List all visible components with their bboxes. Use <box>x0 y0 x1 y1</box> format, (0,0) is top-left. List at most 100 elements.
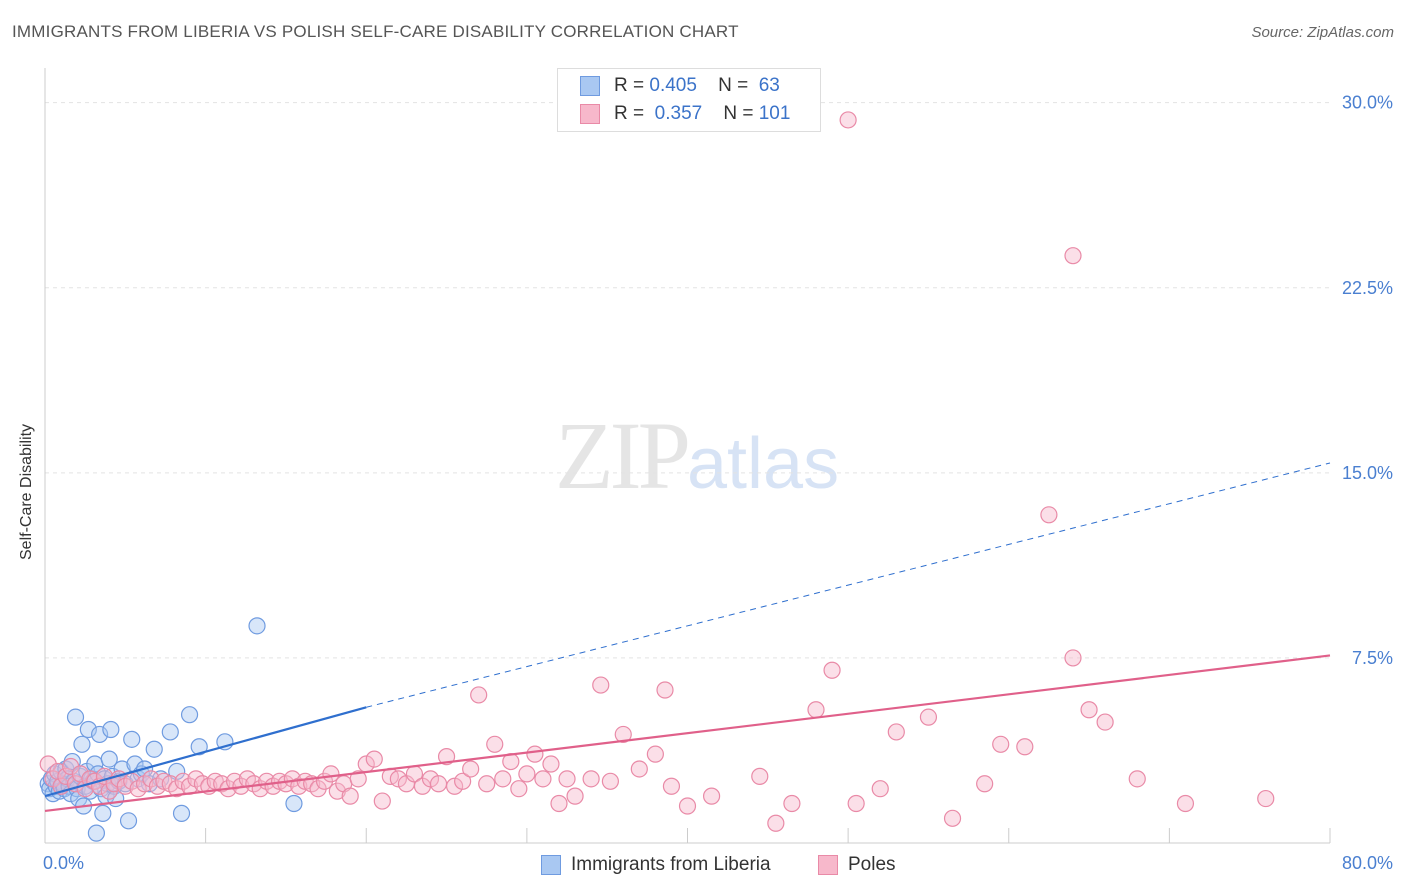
poles-point <box>871 780 889 798</box>
poles-point <box>349 770 367 788</box>
bottom-legend-swatch-liberia <box>541 855 561 875</box>
liberia-point <box>190 738 208 756</box>
liberia-point <box>100 750 118 768</box>
legend-swatch-liberia <box>580 76 600 96</box>
poles-point <box>437 748 456 766</box>
watermark-atlas: atlas <box>687 424 840 504</box>
poles-point <box>1040 506 1058 524</box>
poles-point <box>1257 789 1275 808</box>
poles-point <box>486 735 504 753</box>
legend-n-value: 101 <box>758 103 791 124</box>
poles-point <box>1080 701 1098 719</box>
poles-point <box>807 701 825 719</box>
liberia-trendline-extension <box>366 462 1331 708</box>
x-tick-label: 80.0% <box>1342 853 1393 873</box>
liberia-point <box>94 804 112 822</box>
bottom-legend-label-poles: Poles <box>848 854 896 875</box>
legend-row-liberia: R = 0.405 N = 63 <box>580 73 780 99</box>
liberia-point <box>119 812 138 830</box>
poles-point <box>992 735 1010 753</box>
poles-point <box>494 770 512 788</box>
source-label: Source: ZipAtlas.com <box>1251 24 1394 41</box>
poles-point <box>656 681 674 699</box>
liberia-point <box>285 794 303 813</box>
poles-point <box>1176 794 1195 813</box>
liberia-point <box>73 735 91 753</box>
poles-point <box>678 797 697 815</box>
poles-point <box>702 787 721 805</box>
legend-r-label: R = <box>614 103 645 124</box>
poles-point <box>558 770 576 788</box>
poles-point <box>1064 649 1082 667</box>
poles-point <box>542 755 560 773</box>
poles-point <box>751 767 769 785</box>
poles-point <box>1064 247 1082 265</box>
poles-trendline <box>44 654 1331 813</box>
poles-point <box>823 661 841 679</box>
liberia-point <box>248 617 266 635</box>
bottom-legend-swatch-poles <box>818 855 838 875</box>
poles-point <box>767 814 785 832</box>
poles-point <box>373 792 391 810</box>
poles-point <box>943 809 962 827</box>
poles-point <box>614 725 632 744</box>
liberia-point <box>180 706 199 724</box>
legend-row-poles: R = 0.357 N = 101 <box>580 101 790 127</box>
y-tick-label: 22.5% <box>1342 278 1393 298</box>
poles-point <box>454 772 472 790</box>
poles-point <box>478 775 496 793</box>
poles-point <box>592 676 610 694</box>
y-tick-label: 7.5% <box>1352 648 1393 668</box>
bottom-legend-label-liberia: Immigrants from Liberia <box>571 854 771 875</box>
watermark: ZIPatlas <box>555 400 839 511</box>
poles-point <box>582 770 600 788</box>
liberia-point <box>79 720 97 739</box>
stats-legend: R = 0.405 N = 63 R = 0.357 N = 101 <box>557 68 821 132</box>
poles-point <box>783 794 801 813</box>
poles-point <box>462 760 480 778</box>
poles-point <box>887 723 905 741</box>
poles-point <box>105 775 123 793</box>
poles-point <box>341 787 359 805</box>
poles-point <box>429 775 448 793</box>
poles-point <box>601 772 620 790</box>
poles-point <box>550 794 568 813</box>
poles-point <box>919 708 938 726</box>
poles-point <box>518 765 536 783</box>
liberia-point <box>123 730 141 748</box>
poles-point <box>1096 713 1114 731</box>
poles-point <box>646 745 664 763</box>
poles-point <box>365 750 383 768</box>
chart-title: IMMIGRANTS FROM LIBERIA VS POLISH SELF-C… <box>12 22 739 41</box>
liberia-trendline <box>44 706 367 798</box>
watermark-zip: ZIP <box>555 402 691 509</box>
legend-r-value: 0.405 <box>649 75 697 96</box>
legend-swatch-poles <box>580 104 600 124</box>
liberia-point <box>102 720 120 739</box>
poles-point <box>630 760 648 778</box>
poles-point <box>526 745 544 763</box>
poles-point <box>510 780 528 798</box>
liberia-point <box>91 725 109 744</box>
poles-point <box>470 686 488 704</box>
legend-r-label: R = <box>614 75 645 96</box>
liberia-point <box>87 824 106 842</box>
legend-n-label: N = <box>723 103 754 124</box>
liberia-point <box>145 740 163 758</box>
poles-point <box>1016 738 1034 756</box>
legend-n-value: 63 <box>758 75 780 96</box>
legend-n-label: N = <box>718 75 749 96</box>
poles-point <box>839 111 857 129</box>
poles-point <box>847 794 865 813</box>
poles-point <box>662 777 681 795</box>
poles-point <box>566 787 584 805</box>
liberia-point <box>172 804 191 822</box>
y-tick-label: 30.0% <box>1342 93 1393 113</box>
poles-point <box>1128 770 1146 788</box>
liberia-point <box>161 723 179 741</box>
poles-point <box>534 770 552 788</box>
y-tick-label: 15.0% <box>1342 463 1393 483</box>
bottom-legend-poles: Poles <box>818 852 896 878</box>
bottom-legend-liberia: Immigrants from Liberia <box>541 852 771 878</box>
